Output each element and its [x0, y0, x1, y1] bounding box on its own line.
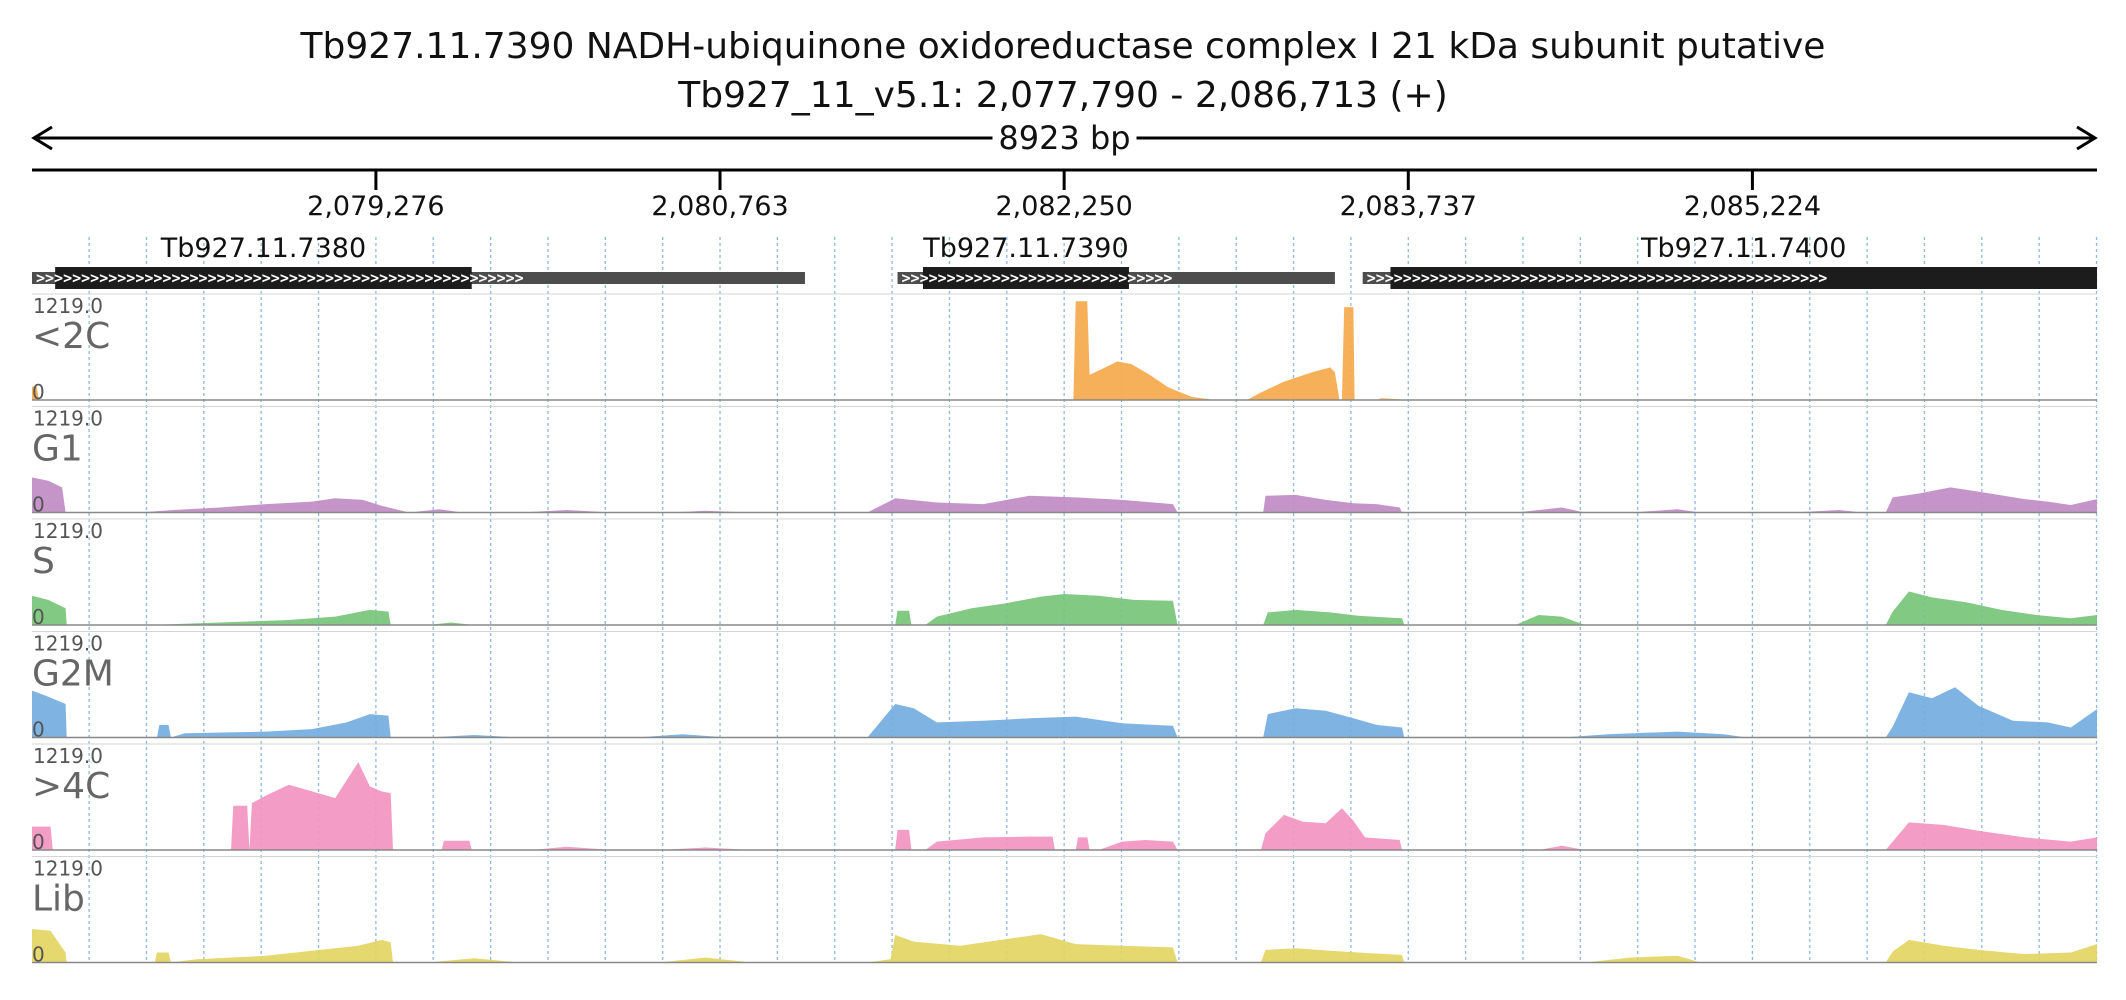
coverage-area: [32, 477, 2097, 513]
track-name-label: G1: [32, 429, 83, 470]
header: Tb927.11.7390 NADH-ubiquinone oxidoreduc…: [300, 26, 1826, 116]
ruler-tick-label: 2,083,737: [1340, 191, 1477, 222]
track-scale-min: 0: [32, 943, 45, 967]
gridlines: [88, 237, 2098, 962]
coverage-area: [32, 762, 2097, 850]
track-name-label: >4C: [32, 766, 110, 807]
coverage-tracks: 1219.0<2C01219.0G101219.0S01219.0G2M0121…: [32, 293, 2097, 967]
gene-strand-arrows: >>>>>>>>>>>>>>>>>>>>>>>>>>>>>>>>>>>>>>>>…: [1367, 269, 1828, 287]
track-scale-min: 0: [32, 380, 45, 404]
track-scale-min: 0: [32, 830, 45, 854]
ruler-tick-label: 2,082,250: [995, 191, 1132, 222]
gene-strand-arrows: >>>>>>>>>>>>>>>>>>>>>>>>>>>>>>>>>>>>>>>>…: [36, 269, 524, 287]
gene-label: Tb927.11.7390: [922, 233, 1128, 264]
coverage-area: [32, 929, 2097, 963]
track-name-label: <2C: [32, 316, 110, 357]
gene-strand-arrows: >>>>>>>>>>>>>>>>>>>>>>>>>>>>>>: [902, 269, 1173, 287]
span-label: 8923 bp: [998, 119, 1130, 157]
track-name-label: S: [32, 541, 55, 582]
coordinate-ruler: 2,079,276 2,080,763 2,082,250 2,083,737 2,08…: [32, 168, 2097, 222]
chart-title: Tb927.11.7390 NADH-ubiquinone oxidoreduc…: [300, 26, 1826, 67]
span-arrow-right: [2076, 125, 2098, 151]
ruler-tick-label: 2,085,224: [1684, 191, 1821, 222]
gene-Tb927-11-7390[interactable]: >>>>>>>>>>>>>>>>>>>>>>>>>>>>>> Tb927.11.7…: [897, 233, 1335, 289]
gene-cds-bar: [1390, 267, 2097, 289]
track-scale-max: 1219.0: [33, 857, 103, 881]
track-5: 1219.0>4C 0: [32, 743, 2097, 854]
gene-cds-bar: [55, 267, 472, 289]
ruler-tick-label: 2,080,763: [651, 191, 788, 222]
gene-label: Tb927.11.7380: [160, 233, 366, 264]
gene-label: Tb927.11.7400: [1640, 233, 1846, 264]
ruler-tick-label: 2,079,276: [307, 191, 444, 222]
gene-track: >>>>>>>>>>>>>>>>>>>>>>>>>>>>>>>>>>>>>>>>…: [32, 233, 2097, 289]
chart-subtitle: Tb927_11_v5.1: 2,077,790 - 2,086,713 (+): [677, 75, 1448, 116]
coverage-area: [32, 591, 2097, 625]
span-indicator: 8923 bp: [31, 119, 2098, 157]
gene-Tb927-11-7380[interactable]: >>>>>>>>>>>>>>>>>>>>>>>>>>>>>>>>>>>>>>>>…: [32, 233, 805, 289]
track-scale-max: 1219.0: [33, 294, 103, 318]
track-scale-max: 1219.0: [33, 744, 103, 768]
span-arrow-left: [31, 125, 53, 151]
track-3: 1219.0S 0: [32, 518, 2097, 629]
track-scale-min: 0: [32, 493, 45, 517]
coverage-area: [32, 687, 2097, 738]
track-scale-max: 1219.0: [33, 407, 103, 431]
track-1: 1219.0<2C 0: [32, 293, 2097, 404]
track-scale-max: 1219.0: [33, 632, 103, 656]
track-scale-min: 0: [32, 605, 45, 629]
track-2: 1219.0G1 0: [32, 406, 2097, 517]
track-name-label: G2M: [32, 654, 114, 695]
track-scale-min: 0: [32, 718, 45, 742]
track-scale-max: 1219.0: [33, 519, 103, 543]
track-name-label: Lib: [32, 879, 85, 920]
gene-cds-bar: [922, 267, 1129, 289]
gene-Tb927-11-7400[interactable]: >>>>>>>>>>>>>>>>>>>>>>>>>>>>>>>>>>>>>>>>…: [1362, 233, 2097, 289]
